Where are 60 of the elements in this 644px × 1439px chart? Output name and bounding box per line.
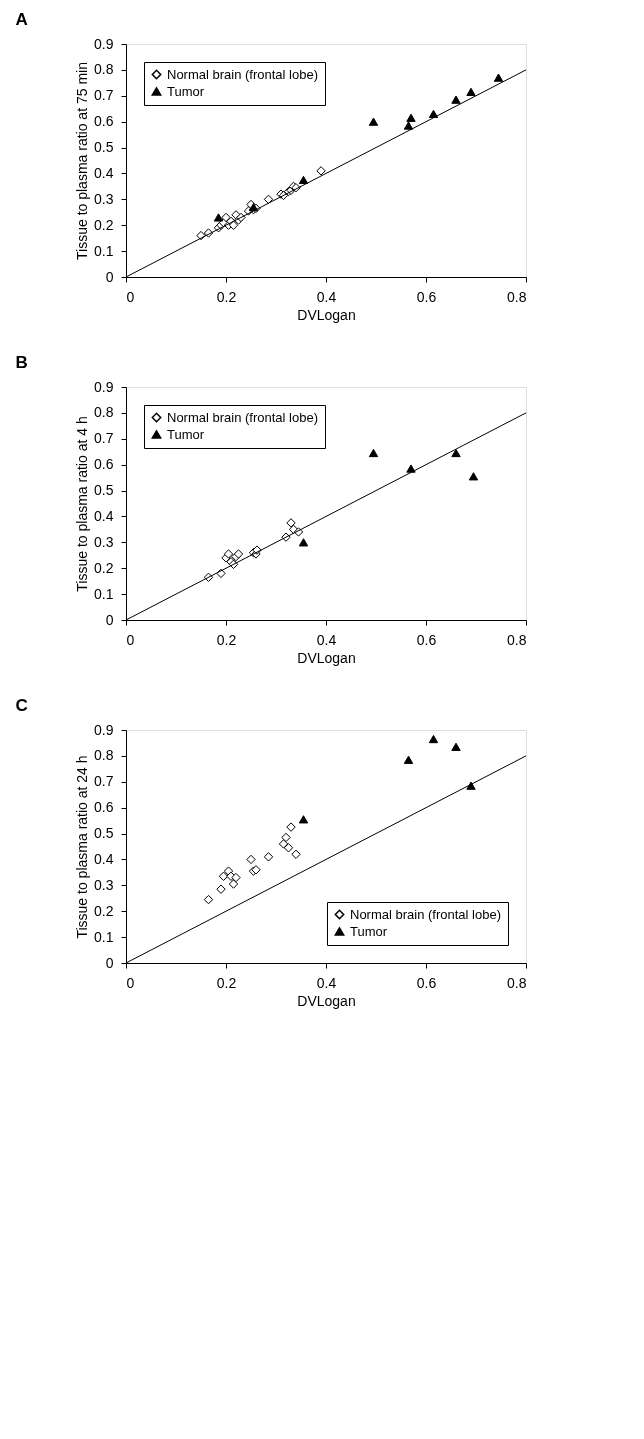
x-tick-label: 0.4 <box>316 631 337 648</box>
legend-label: Tumor <box>350 923 388 939</box>
y-tick-label: 0.6 <box>94 113 114 130</box>
x-tick-label: 0.6 <box>416 631 437 648</box>
x-tick-label: 0 <box>126 974 135 991</box>
x-tick-label: 0 <box>126 288 135 305</box>
x-tick-label: 0.4 <box>316 288 337 305</box>
x-tick-label: 0.4 <box>316 974 337 991</box>
y-tick-label: 0.7 <box>94 773 114 790</box>
y-tick-label: 0.8 <box>94 747 114 764</box>
y-tick-label: 0.4 <box>94 507 114 524</box>
x-tick-label: 0.8 <box>507 631 527 648</box>
y-tick-label: 0 <box>105 954 114 971</box>
y-tick-label: 0 <box>105 268 114 285</box>
legend-label: Tumor <box>167 426 205 442</box>
y-tick-label: 0.1 <box>94 242 114 259</box>
x-tick-label: 0.6 <box>416 974 437 991</box>
x-tick-label: 0.2 <box>216 974 237 991</box>
y-tick-label: 0.5 <box>94 139 114 156</box>
x-axis-title: DVLogan <box>297 306 356 323</box>
x-tick-label: 0 <box>126 631 135 648</box>
x-tick-label: 0.8 <box>507 974 527 991</box>
x-tick-label: 0.2 <box>216 631 237 648</box>
y-tick-label: 0.9 <box>94 721 114 738</box>
x-axis-title: DVLogan <box>297 992 356 1009</box>
y-tick-label: 0.2 <box>94 559 114 576</box>
y-tick-label: 0.5 <box>94 825 114 842</box>
x-tick-label: 0.6 <box>416 288 437 305</box>
y-tick-label: 0.7 <box>94 87 114 104</box>
x-tick-label: 0.8 <box>507 288 527 305</box>
legend-label: Normal brain (frontal lobe) <box>167 66 319 82</box>
y-axis-title: Tissue to plasma ratio at 4 h <box>74 416 91 592</box>
x-axis-title: DVLogan <box>297 649 356 666</box>
chart-title: B <box>15 353 28 372</box>
y-tick-label: 0.9 <box>94 35 114 52</box>
y-tick-label: 0.1 <box>94 585 114 602</box>
y-tick-label: 0.1 <box>94 928 114 945</box>
y-tick-label: 0.8 <box>94 404 114 421</box>
chart-title: C <box>15 696 28 715</box>
y-tick-label: 0.2 <box>94 216 114 233</box>
y-tick-label: 0.3 <box>94 190 114 207</box>
y-tick-label: 0.8 <box>94 61 114 78</box>
y-tick-label: 0.9 <box>94 378 114 395</box>
legend-label: Normal brain (frontal lobe) <box>350 906 502 922</box>
legend-label: Tumor <box>167 83 205 99</box>
y-tick-label: 0.3 <box>94 533 114 550</box>
y-tick-label: 0.6 <box>94 799 114 816</box>
y-axis-title: Tissue to plasma ratio at 75 min <box>74 62 91 260</box>
y-axis-title: Tissue to plasma ratio at 24 h <box>74 755 91 939</box>
y-tick-label: 0 <box>105 611 114 628</box>
chart-title: A <box>15 10 28 29</box>
x-tick-label: 0.2 <box>216 288 237 305</box>
legend-label: Normal brain (frontal lobe) <box>167 409 319 425</box>
y-tick-label: 0.7 <box>94 430 114 447</box>
y-tick-label: 0.4 <box>94 164 114 181</box>
y-tick-label: 0.5 <box>94 482 114 499</box>
y-tick-label: 0.3 <box>94 876 114 893</box>
y-tick-label: 0.4 <box>94 850 114 867</box>
y-tick-label: 0.6 <box>94 456 114 473</box>
y-tick-label: 0.2 <box>94 902 114 919</box>
